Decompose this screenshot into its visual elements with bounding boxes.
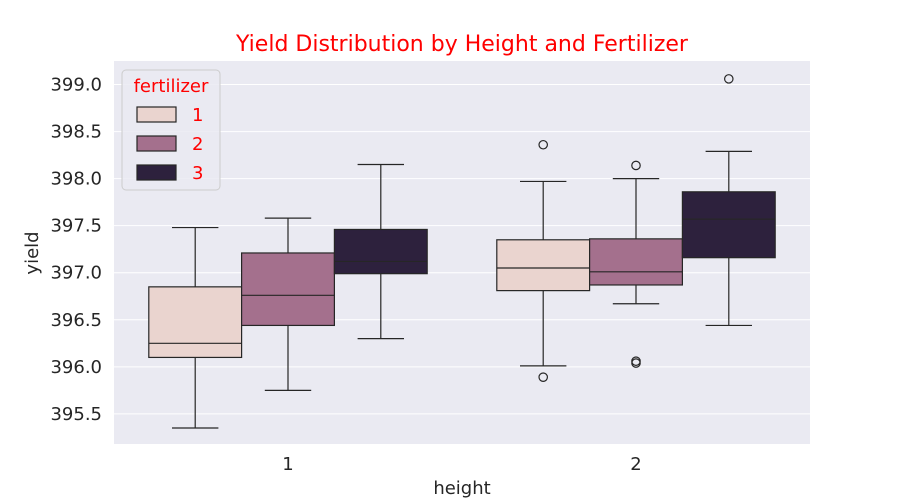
chart-title: Yield Distribution by Height and Fertili…: [235, 32, 689, 57]
y-tick-label: 395.5: [50, 404, 102, 425]
legend-item-3: 3: [136, 163, 203, 184]
y-tick-label: 397.0: [50, 263, 102, 284]
box-1-fertilizer-1: [148, 226, 243, 429]
legend-label: 2: [192, 134, 203, 155]
y-tick-label: 398.0: [50, 169, 102, 190]
x-tick-label: 2: [630, 454, 641, 475]
y-tick-label: 396.5: [50, 310, 102, 331]
outlier-point: [631, 356, 641, 366]
iqr-box: [496, 239, 591, 292]
legend-label: 1: [192, 105, 203, 126]
legend-title: fertilizer: [134, 76, 209, 97]
legend-swatch: [136, 106, 177, 123]
outlier-point: [631, 160, 641, 171]
legend-frame: [121, 69, 221, 191]
outlier-point: [538, 372, 548, 382]
y-axis-ticks: 395.5 396.0 396.5 397.0 397.5 398.0 398.5 399.0: [50, 75, 102, 425]
iqr-box: [333, 228, 428, 275]
box-2-fertilizer-3: [681, 74, 776, 327]
box-2-fertilizer-1: [496, 139, 591, 382]
outlier-point: [538, 139, 548, 150]
grid-lines: [114, 84, 810, 415]
box-plots: [148, 74, 776, 429]
legend-label: 3: [192, 163, 203, 184]
legend-item-2: 2: [136, 134, 203, 155]
x-tick-label: 1: [282, 454, 293, 475]
y-tick-label: 398.5: [50, 122, 102, 143]
iqr-box: [588, 238, 683, 286]
legend: fertilizer 1 2 3: [121, 69, 221, 191]
y-tick-label: 399.0: [50, 75, 102, 96]
iqr-box: [148, 286, 243, 359]
legend-item-1: 1: [136, 105, 203, 126]
box-1-fertilizer-3: [333, 163, 428, 340]
x-axis-title: height: [433, 478, 490, 499]
y-tick-label: 397.5: [50, 216, 102, 237]
legend-swatch: [136, 164, 177, 181]
legend-swatch: [136, 135, 177, 152]
iqr-box: [241, 252, 336, 327]
iqr-box: [681, 191, 776, 259]
y-tick-label: 396.0: [50, 357, 102, 378]
outlier-point: [723, 74, 734, 84]
y-axis-title: yield: [22, 231, 43, 274]
box-1-fertilizer-2: [241, 217, 336, 391]
box-2-fertilizer-2: [588, 160, 683, 368]
